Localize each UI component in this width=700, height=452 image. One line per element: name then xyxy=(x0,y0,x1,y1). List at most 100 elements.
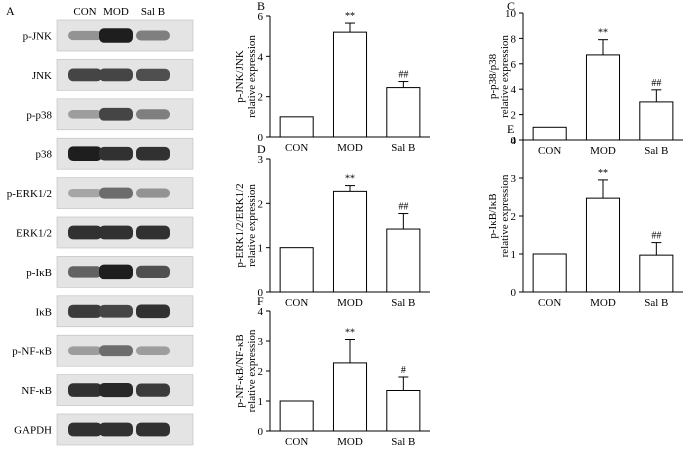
blot-band xyxy=(99,107,133,121)
blot-label: p-NF-κB xyxy=(12,346,52,358)
x-tick-label: CON xyxy=(285,142,308,154)
panel-letter-a: A xyxy=(6,4,15,18)
blot-row: p-IκB xyxy=(26,256,194,288)
blot-band xyxy=(68,266,102,278)
x-tick-label: MOD xyxy=(337,297,363,309)
bar xyxy=(386,228,421,293)
y-tick-label: 2 xyxy=(258,198,264,210)
y-axis-label-line: p-JNK/JNK xyxy=(234,50,246,103)
y-axis-label: p-IκB/IκBrelative expression xyxy=(487,174,511,257)
blot-band xyxy=(99,345,133,357)
y-axis-label: p-JNK/JNKrelative expression xyxy=(234,35,258,118)
panel-letter: D xyxy=(257,142,266,156)
blot-row: p-JNK xyxy=(23,19,194,52)
lane-label: Sal B xyxy=(141,6,165,18)
y-tick-label: 4 xyxy=(511,84,517,96)
y-axis-label-line: relative expression xyxy=(246,329,258,412)
blot-label: ERK1/2 xyxy=(16,228,52,240)
blot-band xyxy=(68,422,102,437)
blot-label: p-p38 xyxy=(26,109,52,121)
y-tick-label: 3 xyxy=(511,173,517,185)
chart-panel: D 0 1 2 3 p-ERK1/2/ERK1/2relative expression C… xyxy=(234,142,430,309)
bar xyxy=(386,87,421,138)
blot-band xyxy=(136,30,170,41)
y-tick-label: 1 xyxy=(258,396,264,408)
y-tick-label: 6 xyxy=(511,59,517,71)
blot-band xyxy=(68,146,102,161)
blot-row: p-p38 xyxy=(26,98,194,131)
y-tick-label: 8 xyxy=(511,33,517,45)
panel-letter: F xyxy=(257,294,264,308)
blot-band xyxy=(68,304,102,318)
blot-row: p-NF-κB xyxy=(12,334,194,367)
significance-mark: ** xyxy=(598,28,608,39)
bar xyxy=(279,116,314,138)
blot-band xyxy=(136,265,170,279)
blot-row: p38 xyxy=(36,137,194,170)
bar xyxy=(386,390,421,432)
blot-band xyxy=(99,28,133,43)
bar xyxy=(639,101,674,141)
x-tick-label: MOD xyxy=(337,142,363,154)
bar xyxy=(332,362,368,432)
significance-mark: # xyxy=(401,365,406,376)
panel-letter: E xyxy=(507,122,514,136)
blot-band xyxy=(99,146,133,161)
blot-band xyxy=(68,225,102,240)
y-tick-label: 1 xyxy=(258,243,264,255)
blot-row: ERK1/2 xyxy=(16,216,194,249)
bar xyxy=(279,400,314,432)
blot-row: JNK xyxy=(32,59,194,91)
significance-mark: ** xyxy=(345,11,355,22)
blot-band xyxy=(136,109,170,120)
blot-band xyxy=(99,383,133,398)
x-tick-label: MOD xyxy=(590,297,616,309)
x-tick-label: Sal B xyxy=(391,142,415,154)
y-tick-label: 4 xyxy=(511,135,517,147)
y-tick-label: 0 xyxy=(511,287,517,299)
y-tick-label: 4 xyxy=(258,51,264,63)
y-axis-label-line: relative expression xyxy=(246,35,258,118)
blot-label: GAPDH xyxy=(14,425,52,437)
x-tick-label: Sal B xyxy=(391,297,415,309)
y-tick-label: 1 xyxy=(511,249,517,261)
blot-band xyxy=(99,264,133,280)
significance-mark: ** xyxy=(345,328,355,339)
blot-band xyxy=(99,304,133,318)
y-tick-label: 0 xyxy=(258,426,264,438)
y-axis-label-line: p-NF-κB/NF-κB xyxy=(234,334,246,407)
x-tick-label: Sal B xyxy=(644,297,668,309)
blot-band xyxy=(68,68,102,82)
blot-band xyxy=(136,68,170,82)
blot-band xyxy=(136,346,170,356)
blot-band xyxy=(136,422,170,437)
x-tick-label: Sal B xyxy=(391,436,415,448)
blot-label: IκB xyxy=(35,306,52,318)
bar xyxy=(532,126,567,141)
blot-label: p38 xyxy=(36,149,53,161)
x-tick-label: MOD xyxy=(337,436,363,448)
x-tick-label: CON xyxy=(285,436,308,448)
y-tick-label: 6 xyxy=(258,11,264,23)
blot-band xyxy=(99,68,133,82)
y-tick-label: 0 xyxy=(511,135,517,147)
blot-band xyxy=(68,346,102,356)
blot-band xyxy=(136,188,170,198)
western-blot-panel: A CON MOD Sal B p-JNK JNK p-p38 p38 p-ERK1/2 ER… xyxy=(6,4,194,446)
y-axis-label-line: relative expression xyxy=(499,35,511,118)
blot-row: p-ERK1/2 xyxy=(7,177,194,209)
blot-band xyxy=(136,304,170,319)
bar xyxy=(332,31,368,138)
blot-row: IκB xyxy=(35,295,194,328)
blot-row: GAPDH xyxy=(14,413,194,446)
bar xyxy=(639,254,674,293)
blot-band xyxy=(99,187,133,199)
blot-band xyxy=(136,383,170,397)
blot-band xyxy=(99,422,133,437)
blot-band xyxy=(136,146,170,161)
blot-band xyxy=(68,30,102,41)
blot-band xyxy=(68,383,102,397)
